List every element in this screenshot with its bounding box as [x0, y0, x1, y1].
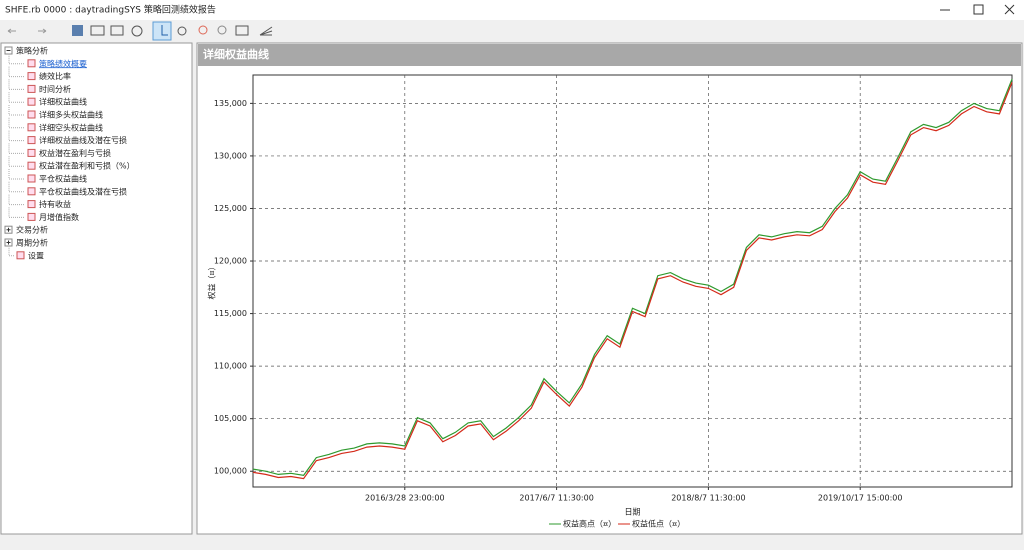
tree-node[interactable]: 月增值指数	[39, 212, 79, 222]
chart-panel	[196, 42, 1023, 535]
node-icon	[27, 59, 36, 68]
fit-btn[interactable]	[235, 25, 249, 36]
tree-node[interactable]: 时间分析	[39, 84, 71, 94]
node-icon	[27, 161, 36, 170]
node-icon	[27, 174, 36, 183]
pan-btn[interactable]	[177, 26, 187, 36]
plot: 100,000 105,000 110,000 115,000 120,000 125,0…	[207, 74, 1013, 529]
plot-frame	[252, 74, 1013, 488]
node-icon	[27, 123, 36, 132]
y-tick-label: 135,000	[214, 99, 247, 108]
tree-node[interactable]: 持有收益	[39, 199, 71, 209]
tree-connector	[8, 143, 24, 154]
x-axis-label: 日期	[625, 508, 641, 517]
expander-sign	[6, 227, 11, 232]
chart-header	[198, 44, 1021, 66]
tree-connector	[8, 130, 24, 142]
zoom-out-btn[interactable]	[217, 25, 227, 35]
print-btn[interactable]	[110, 25, 124, 36]
expander-sign	[6, 240, 11, 245]
y-tick-label: 100,000	[214, 467, 247, 476]
tree-connector	[8, 53, 24, 65]
tree-connector	[8, 156, 24, 167]
tree-node[interactable]: 平仓权益曲线	[39, 174, 87, 184]
tree-connector	[8, 194, 24, 206]
tree-node[interactable]: 详细多头权益曲线	[39, 110, 103, 120]
title-bar	[0, 0, 1024, 20]
tree-connector	[8, 181, 24, 193]
node-icon	[27, 148, 36, 157]
tree-node[interactable]: 详细空头权益曲线	[39, 122, 103, 132]
tree-connector	[8, 207, 24, 218]
window-controls[interactable]	[940, 4, 1015, 15]
node-icon	[27, 200, 36, 209]
save-btn[interactable]	[72, 25, 83, 36]
node-icon	[27, 187, 36, 196]
node-icon	[27, 110, 36, 119]
tree-node[interactable]: 详细权益曲线及潜在亏损	[39, 135, 127, 145]
node-icon	[27, 97, 36, 106]
tree-connector	[8, 169, 24, 180]
x-tick-label: 2017/6/7 11:30:00	[519, 494, 593, 503]
tree-node[interactable]: 策略绩效概要	[39, 58, 87, 68]
tree: 策略分析策略绩效概要绩效比率时间分析详细权益曲线详细多头权益曲线详细空头权益曲线…	[4, 46, 135, 260]
tree-connector	[8, 105, 24, 116]
x-tick-label: 2019/10/17 15:00:00	[818, 494, 903, 503]
settings-btn[interactable]	[131, 25, 143, 37]
tree-node[interactable]: 权益潜在盈利与亏损	[39, 148, 111, 158]
tree-connector	[8, 117, 24, 129]
copy-btn[interactable]	[90, 25, 105, 36]
legend-label: 权益高点（¤）	[563, 519, 616, 529]
zoom-in-btn[interactable]	[198, 25, 208, 35]
y-tick-label: 120,000	[214, 257, 247, 266]
tree-node[interactable]: 设置	[28, 250, 44, 260]
tree-node[interactable]: 权益潜在盈利和亏损（%）	[39, 161, 135, 171]
tree-connector	[8, 79, 24, 90]
tree-connector	[8, 92, 24, 103]
y-tick-label: 125,000	[214, 204, 247, 213]
series-line	[252, 78, 1013, 477]
tree-connector	[8, 66, 24, 78]
y-tick-label: 110,000	[214, 362, 247, 371]
chart-title: 详细权益曲线	[203, 47, 269, 61]
tree-node[interactable]: 平仓权益曲线及潜在亏损	[39, 186, 127, 196]
window-title: SHFE.rb 0000 : daytradingSYS 策略回测绩效报告	[5, 4, 216, 16]
tree-node[interactable]: 周期分析	[16, 238, 48, 248]
close[interactable]	[1004, 4, 1015, 15]
cursor-icon	[161, 25, 168, 36]
x-tick-label: 2016/3/28 23:00:00	[365, 494, 445, 503]
node-icon	[16, 251, 25, 260]
tree-node[interactable]: 策略分析	[16, 46, 48, 56]
toolbar	[7, 21, 273, 41]
tree-node[interactable]: 详细权益曲线	[39, 97, 87, 107]
node-icon	[27, 212, 36, 221]
chart-btn[interactable]	[259, 26, 273, 36]
node-icon	[27, 136, 36, 145]
forward-btn[interactable]	[38, 28, 47, 34]
node-icon	[27, 72, 36, 81]
series-line	[252, 82, 1013, 480]
y-axis-label: 权益（¤）	[207, 262, 217, 299]
tree-connector	[8, 247, 15, 257]
maximize[interactable]	[973, 4, 984, 15]
y-tick-label: 105,000	[214, 414, 247, 423]
legend-label: 权益低点（¤）	[632, 519, 685, 529]
y-tick-label: 130,000	[214, 151, 247, 160]
x-tick-label: 2018/8/7 11:30:00	[671, 494, 745, 503]
y-tick-label: 115,000	[214, 309, 247, 318]
back-btn[interactable]	[7, 28, 16, 34]
node-icon	[27, 84, 36, 93]
tree-node[interactable]: 交易分析	[16, 225, 48, 235]
tree-node[interactable]: 绩效比率	[39, 71, 71, 81]
